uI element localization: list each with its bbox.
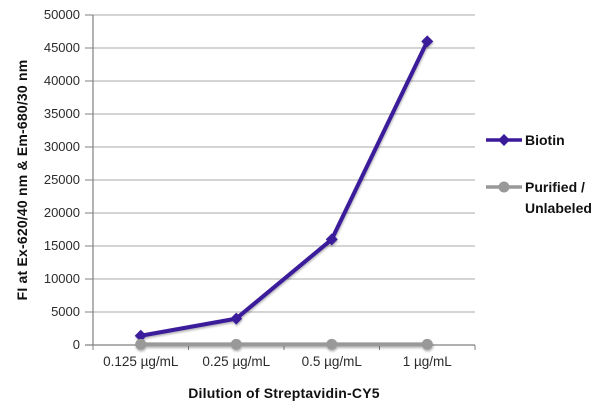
legend: Biotin Purified / Unlabeled [485,130,597,245]
y-tick-label: 10000 [43,271,80,286]
series-purified-unlabeled [135,338,433,350]
x-tick-label: 0.5 µg/mL [301,354,362,369]
y-tick-label: 5000 [51,304,80,319]
x-axis-title: Dilution of Streptavidin-CY5 [188,385,380,401]
y-tick-label: 25000 [43,172,80,187]
legend-marker-biotin [486,134,522,146]
y-tick-label: 40000 [43,73,80,88]
series-biotin [134,35,434,342]
y-tick-label: 15000 [43,238,80,253]
data-point-biotin [134,329,147,342]
y-tick-label: 35000 [43,106,80,121]
y-tick-label: 20000 [43,205,80,220]
legend-entry-purified-unlabeled: Purified / Unlabeled [485,177,597,219]
data-point-purified-unlabeled [230,338,242,350]
gridlines [93,14,475,313]
data-point-biotin [421,35,434,48]
legend-label: Purified / Unlabeled [525,179,592,216]
legend-marker-purified-unlabeled [486,181,522,193]
legend-circle-icon [498,181,510,193]
data-point-purified-unlabeled [421,338,433,350]
legend-diamond-icon [498,134,510,146]
y-tick-label: 0 [72,337,80,352]
data-point-purified-unlabeled [135,338,147,350]
legend-label: Biotin [525,132,565,148]
y-tick-label: 45000 [43,40,80,55]
legend-entry-biotin: Biotin [485,130,597,151]
data-point-biotin [230,312,243,325]
x-tick-label: 1 µg/mL [402,354,452,369]
y-tick-label: 50000 [43,7,80,22]
x-tick-label: 0.25 µg/mL [202,354,271,369]
data-point-biotin [325,233,338,246]
x-tick-label: 0.125 µg/mL [103,354,179,369]
y-tick-label: 30000 [43,139,80,154]
series-line-biotin [138,39,430,338]
data-point-purified-unlabeled [326,338,338,350]
